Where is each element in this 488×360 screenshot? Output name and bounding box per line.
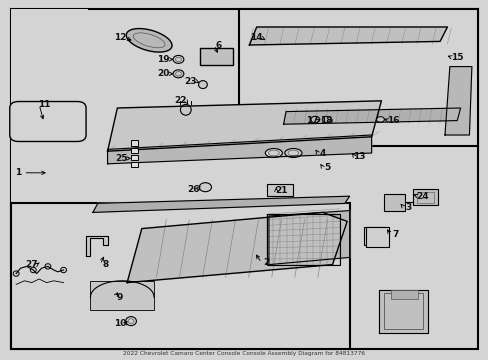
Ellipse shape bbox=[126, 28, 172, 52]
Ellipse shape bbox=[180, 104, 191, 115]
Bar bbox=[131, 162, 138, 167]
Polygon shape bbox=[127, 212, 346, 283]
Polygon shape bbox=[378, 290, 427, 333]
Text: 20: 20 bbox=[157, 69, 170, 78]
Text: 4: 4 bbox=[319, 149, 325, 158]
Ellipse shape bbox=[30, 267, 36, 273]
Polygon shape bbox=[268, 211, 349, 265]
Text: 23: 23 bbox=[184, 77, 197, 86]
Polygon shape bbox=[85, 236, 107, 256]
Polygon shape bbox=[107, 101, 381, 151]
Bar bbox=[131, 155, 138, 160]
Text: 16: 16 bbox=[386, 116, 399, 125]
Text: 7: 7 bbox=[391, 230, 398, 239]
Text: 17: 17 bbox=[305, 116, 318, 125]
Bar bbox=[266, 184, 293, 196]
Text: 14: 14 bbox=[250, 33, 263, 42]
Text: 25: 25 bbox=[115, 154, 127, 163]
Text: 21: 21 bbox=[274, 186, 287, 195]
Ellipse shape bbox=[173, 70, 183, 78]
Ellipse shape bbox=[45, 264, 51, 269]
Text: 22: 22 bbox=[174, 96, 187, 105]
Ellipse shape bbox=[322, 116, 330, 123]
Bar bbox=[11, 203, 349, 349]
Ellipse shape bbox=[173, 55, 183, 63]
Text: 2022 Chevrolet Camaro Center Console Console Assembly Diagram for 84813776: 2022 Chevrolet Camaro Center Console Con… bbox=[123, 351, 365, 356]
Text: 11: 11 bbox=[38, 100, 50, 109]
Polygon shape bbox=[249, 27, 447, 45]
Text: 13: 13 bbox=[352, 152, 365, 161]
Text: 2: 2 bbox=[263, 258, 269, 267]
Bar bbox=[416, 192, 433, 203]
Bar bbox=[383, 194, 404, 211]
Text: 19: 19 bbox=[157, 55, 170, 64]
Polygon shape bbox=[444, 67, 471, 135]
Ellipse shape bbox=[310, 116, 319, 123]
Ellipse shape bbox=[284, 149, 302, 158]
Text: 6: 6 bbox=[216, 41, 222, 50]
Ellipse shape bbox=[61, 267, 66, 273]
Bar bbox=[90, 281, 154, 310]
Bar bbox=[200, 48, 232, 65]
Text: 26: 26 bbox=[186, 185, 199, 194]
Bar bbox=[131, 148, 138, 153]
Ellipse shape bbox=[13, 271, 19, 276]
Bar bbox=[390, 290, 417, 299]
Bar bbox=[383, 293, 422, 329]
FancyBboxPatch shape bbox=[10, 102, 86, 141]
Text: 24: 24 bbox=[416, 192, 428, 201]
Bar bbox=[266, 214, 339, 265]
Bar bbox=[364, 227, 386, 245]
Bar bbox=[131, 140, 138, 146]
Text: 8: 8 bbox=[102, 260, 108, 269]
Bar bbox=[412, 189, 437, 205]
Polygon shape bbox=[93, 196, 349, 212]
Bar bbox=[11, 9, 88, 202]
Text: 5: 5 bbox=[324, 163, 330, 172]
Bar bbox=[238, 9, 477, 146]
Text: 1: 1 bbox=[16, 168, 21, 177]
Polygon shape bbox=[283, 108, 460, 124]
Ellipse shape bbox=[376, 117, 384, 122]
Ellipse shape bbox=[198, 81, 207, 89]
Ellipse shape bbox=[264, 149, 282, 158]
Text: 9: 9 bbox=[116, 292, 123, 302]
Ellipse shape bbox=[125, 317, 136, 325]
Ellipse shape bbox=[199, 183, 211, 192]
Polygon shape bbox=[107, 135, 371, 164]
Text: 15: 15 bbox=[450, 53, 463, 62]
Text: 12: 12 bbox=[113, 33, 126, 42]
Text: 18: 18 bbox=[320, 116, 332, 125]
Text: 10: 10 bbox=[113, 320, 126, 328]
Bar bbox=[365, 227, 388, 247]
Text: 27: 27 bbox=[25, 260, 38, 269]
Text: 3: 3 bbox=[405, 202, 410, 212]
